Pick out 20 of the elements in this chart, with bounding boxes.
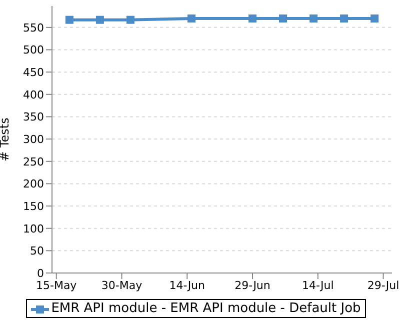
y-tick-label: 300 bbox=[23, 132, 44, 146]
y-axis-title: # Tests bbox=[0, 118, 12, 162]
x-tick-label: 14-Jun bbox=[169, 278, 206, 292]
x-tick-label: 15-May bbox=[36, 278, 78, 292]
x-tick-label: 29-Jun bbox=[234, 278, 270, 292]
y-tick-label: 200 bbox=[23, 178, 44, 191]
y-tick-label: 0 bbox=[37, 266, 44, 280]
x-tick-label: 29-Jul bbox=[367, 278, 400, 292]
x-tick-label: 14-Jul bbox=[302, 278, 334, 292]
y-tick-label: 250 bbox=[23, 155, 44, 168]
y-tick-label: 100 bbox=[23, 222, 44, 236]
y-tick-label: 150 bbox=[23, 200, 44, 213]
y-tick-label: 550 bbox=[23, 21, 44, 34]
y-tick-label: 500 bbox=[23, 44, 44, 57]
y-tick-label: 50 bbox=[30, 244, 44, 258]
legend-label: EMR API module - EMR API module - Default Job bbox=[50, 301, 361, 316]
x-tick-label: 30-May bbox=[101, 278, 143, 292]
y-tick-label: 450 bbox=[23, 66, 44, 79]
y-tick-label: 400 bbox=[23, 88, 44, 102]
y-tick-label: 350 bbox=[23, 110, 44, 124]
